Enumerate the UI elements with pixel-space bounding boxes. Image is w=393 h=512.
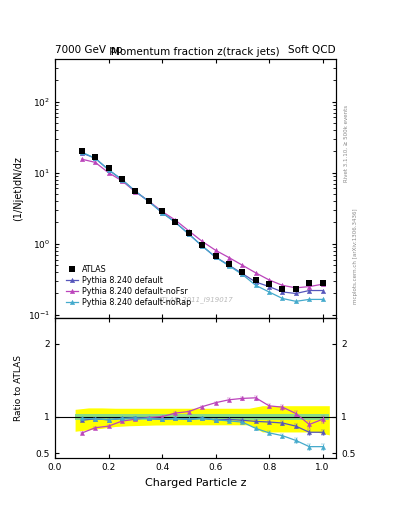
Line: Pythia 8.240 default: Pythia 8.240 default xyxy=(79,151,325,296)
Text: ATLAS_2011_I919017: ATLAS_2011_I919017 xyxy=(158,296,233,303)
Pythia 8.240 default-noFsr xyxy=(253,270,258,276)
Line: Pythia 8.240 default-noRap: Pythia 8.240 default-noRap xyxy=(79,150,325,304)
Pythia 8.240 default-noFsr xyxy=(106,169,111,176)
Pythia 8.240 default-noRap xyxy=(119,177,124,183)
Pythia 8.240 default-noFsr xyxy=(173,217,178,223)
Pythia 8.240 default-noRap xyxy=(106,167,111,173)
Pythia 8.240 default-noFsr xyxy=(267,277,272,283)
Pythia 8.240 default xyxy=(294,290,298,296)
Pythia 8.240 default xyxy=(240,270,245,276)
Pythia 8.240 default xyxy=(200,243,205,249)
Pythia 8.240 default-noFsr xyxy=(307,284,312,290)
Pythia 8.240 default-noRap xyxy=(227,263,231,269)
ATLAS xyxy=(240,269,245,275)
Y-axis label: Ratio to ATLAS: Ratio to ATLAS xyxy=(14,355,23,421)
ATLAS xyxy=(280,286,285,292)
ATLAS xyxy=(294,286,298,292)
Legend: ATLAS, Pythia 8.240 default, Pythia 8.240 default-noFsr, Pythia 8.240 default-no: ATLAS, Pythia 8.240 default, Pythia 8.24… xyxy=(65,264,193,309)
Pythia 8.240 default-noRap xyxy=(79,149,84,155)
Pythia 8.240 default-noFsr xyxy=(200,239,205,245)
Pythia 8.240 default xyxy=(227,262,231,268)
ATLAS xyxy=(93,154,97,160)
Pythia 8.240 default-noRap xyxy=(213,254,218,260)
Pythia 8.240 default xyxy=(106,167,111,173)
Pythia 8.240 default xyxy=(160,209,164,216)
ATLAS xyxy=(186,230,191,236)
Pythia 8.240 default-noFsr xyxy=(280,282,285,288)
ATLAS xyxy=(213,252,218,259)
ATLAS xyxy=(320,280,325,286)
Pythia 8.240 default xyxy=(267,284,272,290)
ATLAS xyxy=(133,187,138,194)
Pythia 8.240 default xyxy=(93,155,97,161)
ATLAS xyxy=(173,219,178,225)
Pythia 8.240 default-noFsr xyxy=(227,254,231,261)
Pythia 8.240 default-noFsr xyxy=(320,281,325,287)
Text: Rivet 3.1.10, ≥ 500k events: Rivet 3.1.10, ≥ 500k events xyxy=(344,105,349,182)
Pythia 8.240 default-noRap xyxy=(200,243,205,249)
Pythia 8.240 default-noFsr xyxy=(119,178,124,184)
Pythia 8.240 default-noFsr xyxy=(146,198,151,204)
X-axis label: Charged Particle z: Charged Particle z xyxy=(145,478,246,487)
Pythia 8.240 default-noRap xyxy=(253,282,258,288)
Pythia 8.240 default xyxy=(146,198,151,204)
Pythia 8.240 default-noFsr xyxy=(79,156,84,162)
Pythia 8.240 default xyxy=(186,231,191,237)
ATLAS xyxy=(253,277,258,283)
ATLAS xyxy=(106,165,111,172)
Line: ATLAS: ATLAS xyxy=(79,148,325,292)
Pythia 8.240 default-noFsr xyxy=(133,189,138,195)
Pythia 8.240 default-noRap xyxy=(280,295,285,302)
ATLAS xyxy=(160,208,164,215)
Text: 7000 GeV pp: 7000 GeV pp xyxy=(55,45,123,55)
Pythia 8.240 default xyxy=(119,177,124,183)
Pythia 8.240 default-noFsr xyxy=(186,228,191,234)
Pythia 8.240 default xyxy=(307,287,312,293)
ATLAS xyxy=(307,280,312,286)
ATLAS xyxy=(119,176,124,182)
Text: mcplots.cern.ch [arXiv:1306.3436]: mcplots.cern.ch [arXiv:1306.3436] xyxy=(353,208,358,304)
Pythia 8.240 default-noRap xyxy=(93,155,97,161)
Pythia 8.240 default xyxy=(133,188,138,194)
Pythia 8.240 default-noRap xyxy=(160,209,164,216)
Pythia 8.240 default xyxy=(173,219,178,225)
Pythia 8.240 default-noRap xyxy=(186,231,191,237)
Pythia 8.240 default-noFsr xyxy=(160,208,164,215)
Pythia 8.240 default-noRap xyxy=(320,296,325,303)
Title: Momentum fraction z(track jets): Momentum fraction z(track jets) xyxy=(111,47,280,57)
ATLAS xyxy=(200,242,205,248)
Pythia 8.240 default-noRap xyxy=(240,271,245,278)
Pythia 8.240 default-noRap xyxy=(307,296,312,303)
Line: Pythia 8.240 default-noFsr: Pythia 8.240 default-noFsr xyxy=(79,157,325,290)
Y-axis label: (1/Njet)dN/dz: (1/Njet)dN/dz xyxy=(13,156,23,221)
Pythia 8.240 default-noFsr xyxy=(93,159,97,165)
Pythia 8.240 default-noRap xyxy=(146,198,151,204)
Text: Soft QCD: Soft QCD xyxy=(288,45,336,55)
ATLAS xyxy=(267,281,272,287)
Pythia 8.240 default-noFsr xyxy=(240,262,245,268)
Pythia 8.240 default-noRap xyxy=(294,298,298,305)
Pythia 8.240 default-noFsr xyxy=(294,285,298,291)
Pythia 8.240 default xyxy=(79,150,84,156)
Pythia 8.240 default-noRap xyxy=(267,289,272,295)
Pythia 8.240 default-noRap xyxy=(173,219,178,225)
Pythia 8.240 default xyxy=(280,289,285,295)
Pythia 8.240 default-noFsr xyxy=(213,247,218,253)
ATLAS xyxy=(227,261,231,267)
ATLAS xyxy=(79,148,84,155)
Pythia 8.240 default xyxy=(213,254,218,260)
Pythia 8.240 default xyxy=(253,279,258,285)
Pythia 8.240 default xyxy=(320,287,325,293)
Pythia 8.240 default-noRap xyxy=(133,188,138,194)
ATLAS xyxy=(146,198,151,204)
